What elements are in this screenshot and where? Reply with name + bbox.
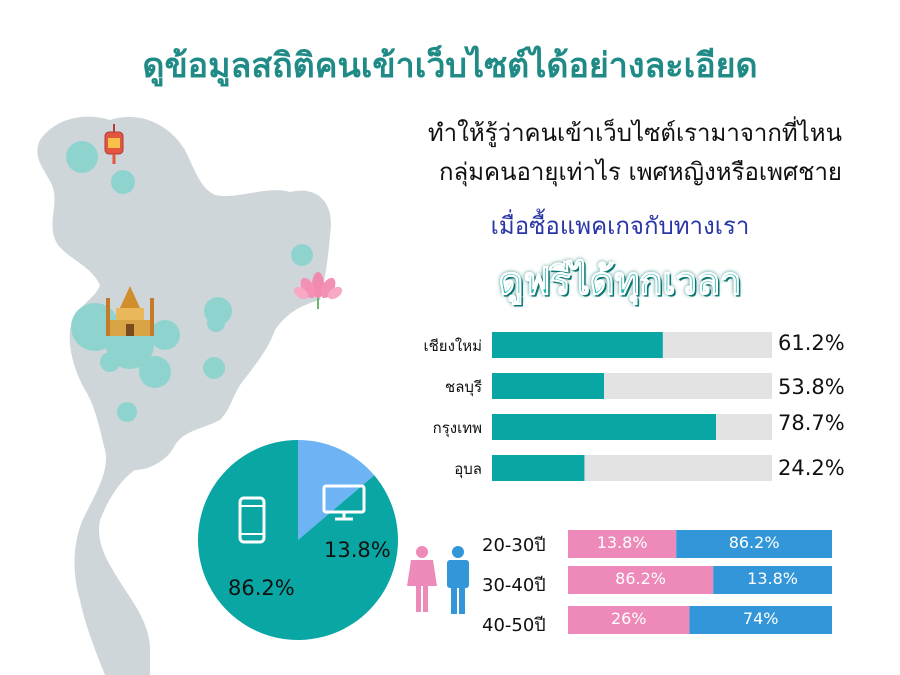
gender-age-chart	[568, 530, 832, 634]
female-segment	[568, 530, 677, 558]
female-value-label: 13.8%	[596, 533, 648, 552]
region-value-label: 24.2%	[778, 456, 845, 480]
map-icon	[37, 116, 331, 675]
male-value-label: 74%	[742, 609, 779, 628]
device-pie	[197, 440, 398, 641]
region-value-label: 53.8%	[778, 375, 845, 399]
region-bar	[492, 373, 604, 399]
female-value-label: 86.2%	[615, 569, 666, 588]
pie-slice	[197, 440, 398, 641]
region-value-label: 61.2%	[778, 331, 845, 355]
pie-label: 86.2%	[228, 576, 295, 600]
age-label: 20-30ปี	[482, 535, 546, 556]
female-segment	[568, 606, 690, 634]
region-label: เชียงใหม่	[423, 337, 482, 355]
temple-icon	[106, 286, 154, 336]
page-title: ดูข้อมูลสถิติคนเข้าเว็บไซต์ได้อย่างละเอี…	[142, 46, 758, 86]
male-segment	[689, 606, 832, 634]
pie-slice	[298, 440, 375, 540]
free-text: ดูฟรีได้ทุกเวลา	[498, 259, 742, 304]
phone-icon	[238, 496, 266, 544]
region-label: ชลบุรี	[445, 378, 482, 396]
male-value-label: 86.2%	[728, 533, 780, 552]
male-value-label: 13.8%	[747, 569, 798, 588]
region-bar	[492, 332, 663, 358]
region-bar	[492, 455, 585, 481]
pie-label: 13.8%	[324, 538, 391, 562]
male-icon	[447, 546, 469, 614]
female-value-label: 26%	[610, 609, 647, 628]
region-label: อุบล	[454, 460, 482, 478]
age-label: 30-40ปี	[482, 575, 546, 596]
monitor-icon	[322, 484, 366, 521]
male-segment	[713, 566, 832, 594]
lotus-icon	[293, 272, 343, 309]
female-segment	[568, 566, 714, 594]
subtitle-line-1: ทำให้รู้ว่าคนเข้าเว็บไซต์เรามาจากที่ไหน	[427, 119, 842, 147]
region-label: กรุงเทพ	[432, 419, 482, 437]
male-segment	[676, 530, 832, 558]
lantern-icon	[104, 124, 124, 164]
subtitle-line-2: กลุ่มคนอายุเท่าไร เพศหญิงหรือเพศชาย	[438, 158, 842, 186]
age-label: 40-50ปี	[482, 615, 546, 636]
promo-text: เมื่อซื้อแพคเกจกับทางเรา	[490, 212, 750, 240]
female-icon	[407, 546, 437, 612]
region-bar	[492, 414, 716, 440]
region-bar-chart	[492, 332, 772, 481]
region-value-label: 78.7%	[778, 411, 845, 435]
